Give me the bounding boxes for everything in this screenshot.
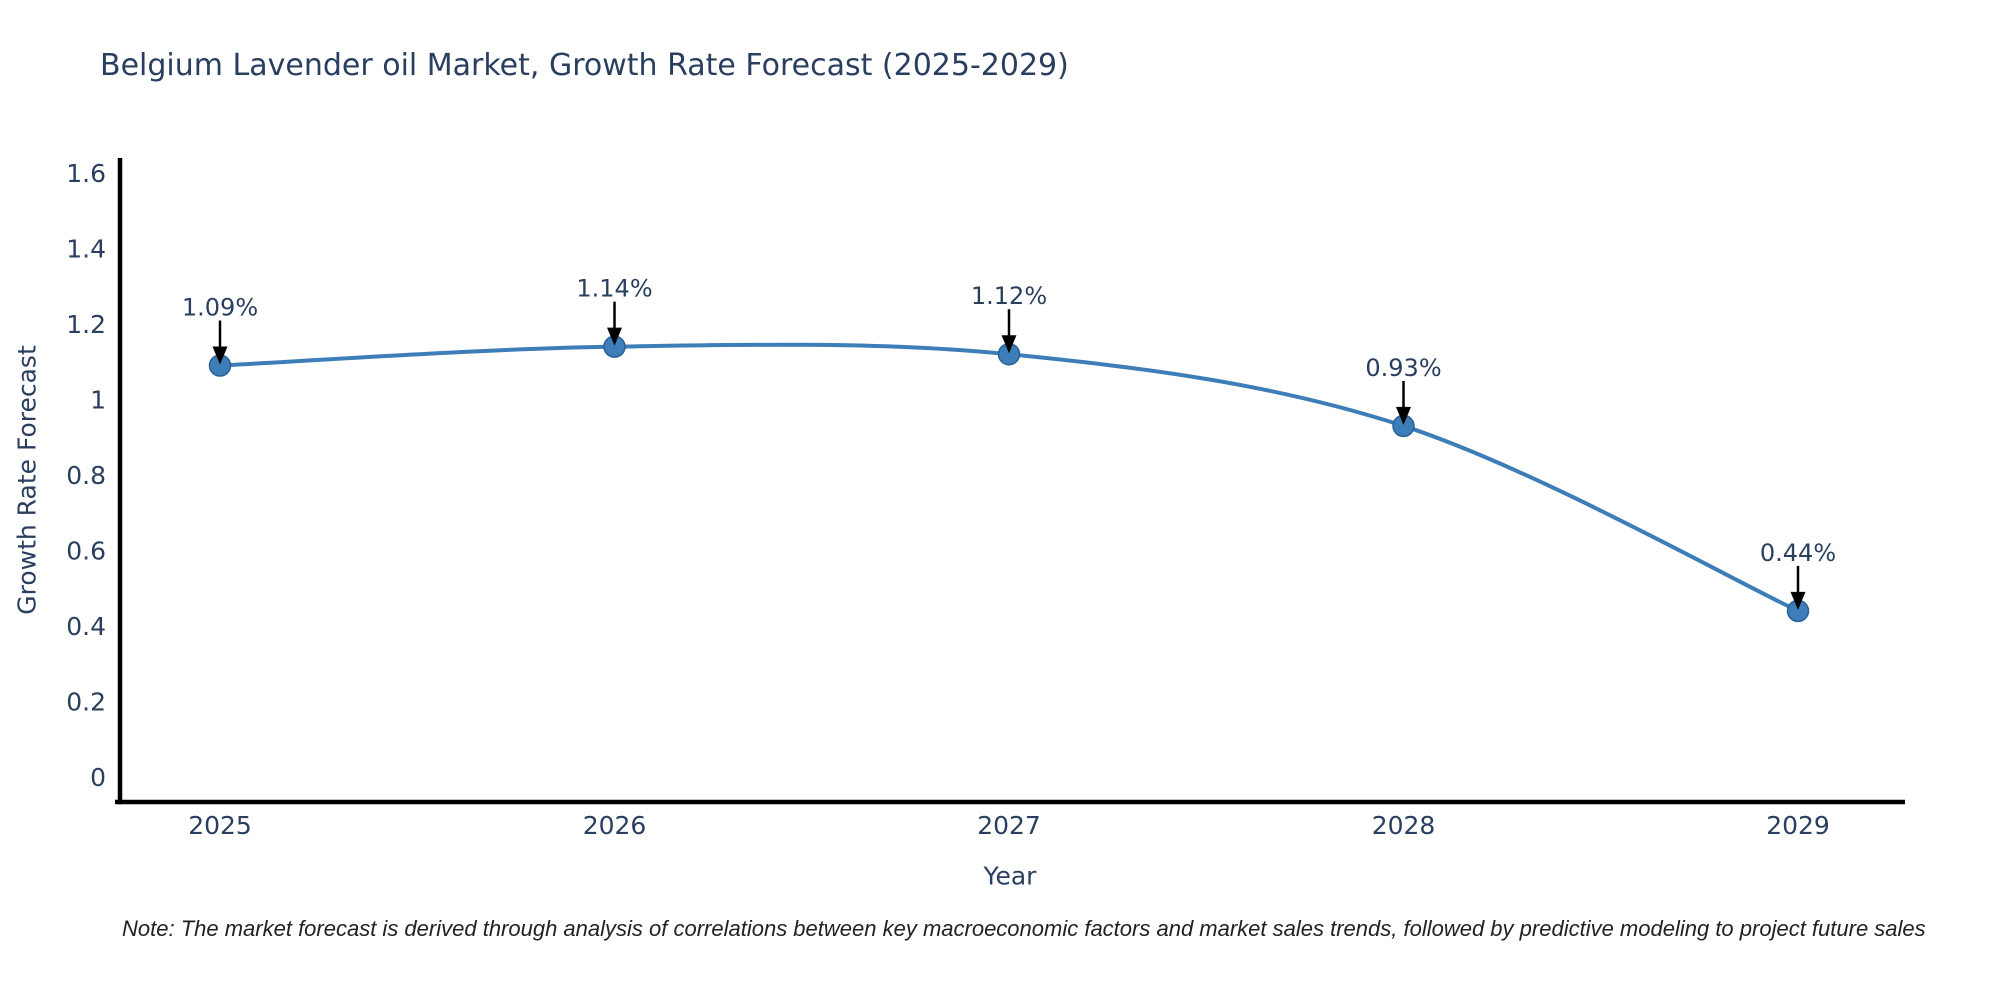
annotation-arrowhead-icon bbox=[1396, 406, 1411, 425]
y-tick-label: 1.2 bbox=[66, 310, 106, 339]
data-point-label: 1.14% bbox=[576, 275, 652, 303]
x-tick-label: 2029 bbox=[1766, 811, 1830, 840]
data-point-label: 1.09% bbox=[182, 294, 258, 322]
y-tick-label: 1 bbox=[90, 386, 106, 415]
y-tick-label: 0.6 bbox=[66, 537, 106, 566]
data-point-label: 0.93% bbox=[1365, 354, 1441, 382]
y-tick-label: 0.2 bbox=[66, 688, 106, 717]
x-axis-title: Year bbox=[983, 861, 1037, 891]
data-point-label: 1.12% bbox=[971, 282, 1047, 310]
chart-title: Belgium Lavender oil Market, Growth Rate… bbox=[100, 48, 1069, 83]
x-tick-label: 2028 bbox=[1372, 811, 1436, 840]
annotation-arrowhead-icon bbox=[212, 346, 228, 365]
y-tick-label: 0.8 bbox=[66, 461, 106, 490]
footnote: Note: The market forecast is derived thr… bbox=[122, 916, 1926, 941]
y-tick-label: 1.4 bbox=[66, 235, 106, 264]
forecast-line bbox=[218, 342, 1800, 613]
x-tick-label: 2026 bbox=[583, 811, 647, 840]
y-tick-label: 0 bbox=[90, 763, 106, 792]
annotation-arrowhead-icon bbox=[1001, 335, 1017, 354]
x-tick-label: 2025 bbox=[188, 811, 252, 840]
annotation-arrowhead-icon bbox=[1790, 591, 1806, 610]
annotation-arrowhead-icon bbox=[607, 327, 622, 346]
x-tick-label: 2027 bbox=[977, 811, 1041, 840]
y-tick-label: 0.4 bbox=[66, 612, 106, 641]
y-tick-label: 1.6 bbox=[66, 159, 106, 188]
data-point-label: 0.44% bbox=[1760, 539, 1836, 567]
